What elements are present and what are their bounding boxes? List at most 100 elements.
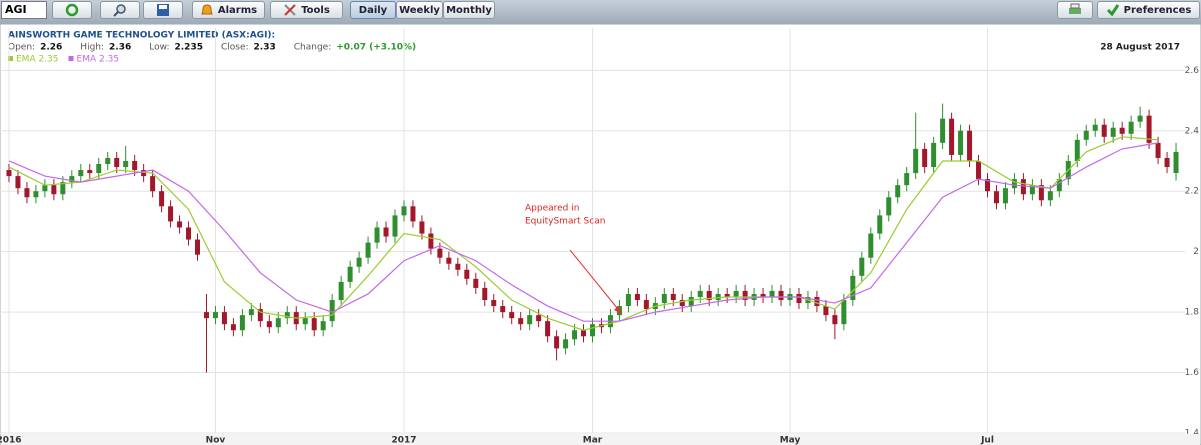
- refresh-icon: [65, 3, 79, 17]
- candle-body: [132, 160, 138, 171]
- x-axis-band: [1, 434, 1200, 445]
- candle-body: [410, 206, 416, 222]
- candle-body: [1155, 142, 1161, 158]
- candle-body: [365, 242, 371, 258]
- candle-body: [320, 321, 326, 331]
- toolbar: AGI Alarms Tools Daily Weekly Monthly Pr…: [0, 0, 1201, 24]
- candle-body: [823, 306, 829, 316]
- candle-body: [257, 309, 263, 322]
- candle-body: [383, 227, 389, 237]
- candle-body: [1173, 151, 1179, 174]
- y-tick-label: 2.2: [1185, 187, 1199, 197]
- y-tick-label: 1.8: [1185, 308, 1200, 318]
- candle-body: [437, 248, 443, 258]
- daily-button[interactable]: Daily: [350, 1, 396, 19]
- candle-body: [1110, 127, 1116, 137]
- candle-body: [940, 118, 946, 143]
- candle-body: [590, 324, 595, 337]
- stat-value: 2.26: [40, 43, 62, 53]
- candle-body: [742, 290, 748, 301]
- candle-body: [832, 315, 838, 325]
- candle-body: [455, 263, 461, 270]
- candle-body: [545, 321, 551, 337]
- candle-body: [392, 215, 398, 237]
- x-tick-label: 2017: [391, 436, 416, 445]
- candle-body: [922, 148, 928, 168]
- candle-body: [877, 215, 883, 234]
- stat-label: Low:: [149, 43, 169, 53]
- monthly-button[interactable]: Monthly: [443, 1, 495, 19]
- candle-body: [859, 257, 865, 276]
- candle-body: [850, 275, 856, 301]
- candle-body: [967, 130, 973, 161]
- candle-body: [1011, 179, 1017, 189]
- legend-swatch: [68, 56, 74, 61]
- candle-body: [168, 206, 174, 222]
- print-button[interactable]: [1057, 1, 1093, 19]
- stats: Open: 2.26 High: 2.36 Low: 2.235 Close: 2.33 Cha…: [8, 43, 416, 53]
- chart: AINSWORTH GAME TECHNOLOGY LIMITED (ASX:A…: [0, 24, 1201, 445]
- candle-body: [715, 293, 721, 301]
- button-label: Alarms: [217, 4, 258, 16]
- candle-body: [15, 176, 21, 189]
- save-button[interactable]: [143, 1, 183, 19]
- candle-body: [1047, 191, 1053, 201]
- legend-label: EMA 2.35: [16, 55, 59, 65]
- search-button[interactable]: [100, 1, 140, 19]
- candle-body: [958, 130, 964, 155]
- x-tick-label: Mar: [583, 436, 603, 445]
- legend-label: EMA 2.35: [77, 55, 120, 65]
- candle-body: [150, 176, 156, 192]
- preferences-button[interactable]: Preferences: [1097, 1, 1200, 19]
- candle-body: [527, 315, 533, 325]
- candle-body: [796, 293, 802, 304]
- alarms-button[interactable]: Alarms: [192, 1, 265, 19]
- candle-body: [661, 293, 667, 304]
- tools-button[interactable]: Tools: [270, 1, 343, 19]
- candle-body: [760, 293, 766, 297]
- candle-body: [706, 290, 712, 301]
- candle-body: [419, 221, 425, 234]
- candle-body: [1002, 188, 1008, 204]
- candle-body: [868, 233, 874, 258]
- candle-body: [311, 318, 317, 331]
- candle-body: [1056, 179, 1062, 192]
- candle-body: [96, 164, 102, 174]
- candle-body: [401, 206, 407, 216]
- chart-panel: [0, 24, 1201, 445]
- x-tick-label: Nov: [206, 436, 226, 445]
- candle-body: [177, 221, 183, 228]
- button-label: Tools: [301, 4, 330, 16]
- candle-body: [338, 281, 344, 301]
- stat-label: Open:: [8, 43, 35, 53]
- candle-body: [221, 312, 227, 325]
- stat-value: 2.33: [254, 43, 276, 53]
- symbol-input[interactable]: AGI: [1, 1, 47, 19]
- candle-body: [1137, 115, 1143, 122]
- candle-body: [482, 287, 488, 301]
- candle-body: [993, 191, 999, 204]
- candle-body: [1029, 185, 1035, 195]
- candle-body: [1119, 127, 1125, 134]
- ema-line: [8, 136, 1159, 331]
- search-icon: [113, 4, 126, 17]
- candle-body: [886, 197, 892, 216]
- candle-body: [976, 160, 982, 180]
- stat-label: High:: [80, 43, 104, 53]
- candle-body: [500, 306, 506, 313]
- annotation-arrow: [569, 249, 623, 315]
- candle-body: [186, 227, 192, 240]
- candle-body: [78, 170, 84, 177]
- refresh-button[interactable]: [52, 1, 92, 19]
- date: 28 August 2017: [1100, 43, 1180, 53]
- candle-body: [563, 339, 569, 349]
- candle-body: [374, 227, 380, 243]
- candle-body: [643, 300, 649, 310]
- y-tick-label: 2.6: [1185, 66, 1200, 76]
- plot: EMA 2.35 EMA 2.35 2.6 2.4 2.2 2 1.8 1.6 1.4 2016 N…: [0, 28, 1200, 445]
- candle-body: [1074, 139, 1080, 161]
- weekly-button[interactable]: Weekly: [396, 1, 443, 19]
- candle-body: [679, 300, 685, 307]
- candle-body: [1164, 157, 1170, 168]
